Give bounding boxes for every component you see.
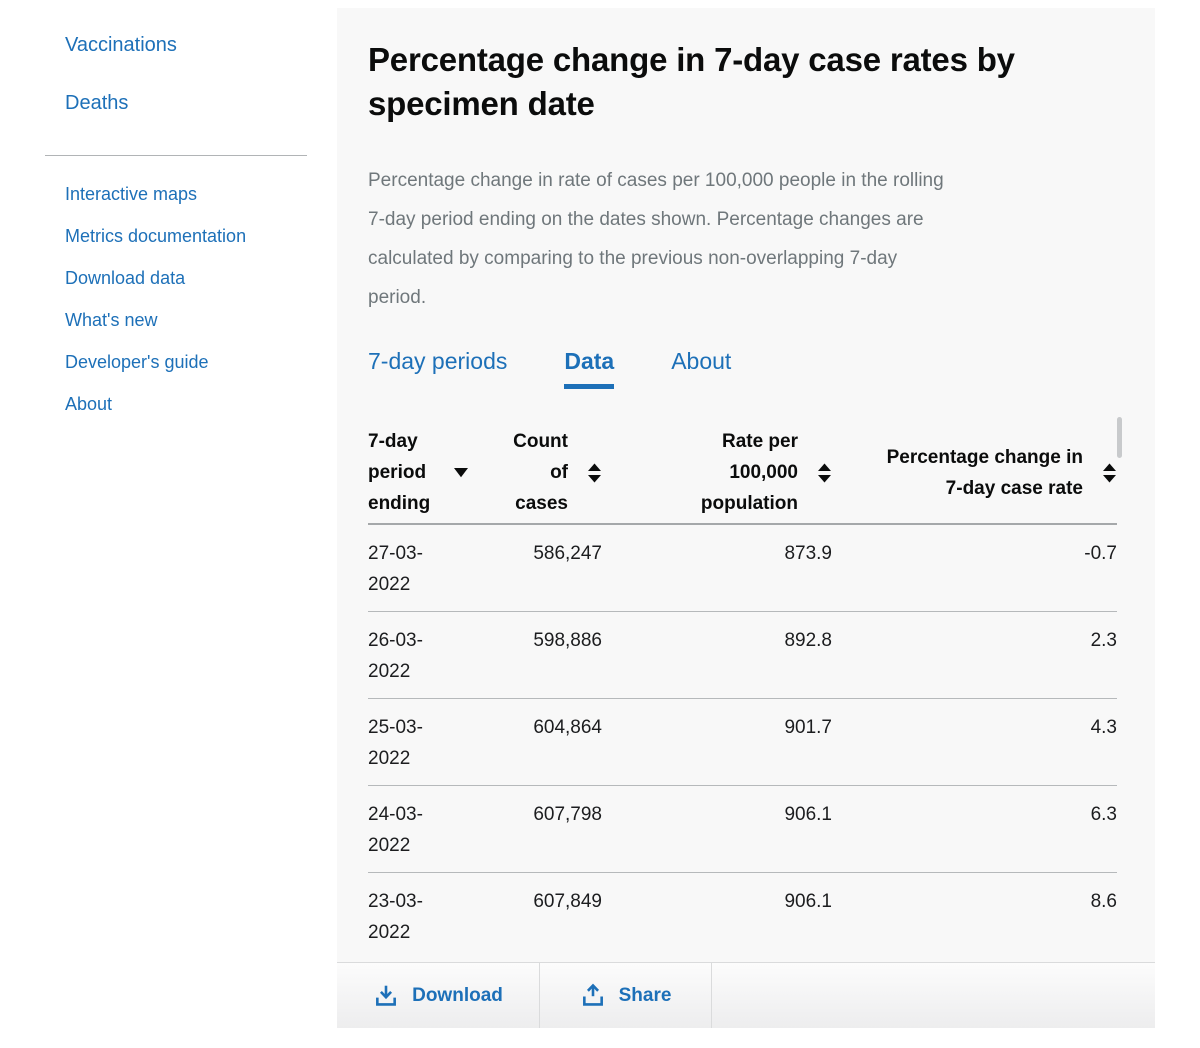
- cell-cases: 598,886: [473, 611, 602, 699]
- column-header-period[interactable]: 7-day period ending: [368, 412, 473, 525]
- cell-rate: 906.1: [602, 785, 832, 873]
- data-table: 7-day period ending Count of cases Rate pe…: [368, 412, 1117, 938]
- action-bar-spacer: [712, 963, 1155, 1028]
- sort-toggle-icon: [587, 463, 602, 483]
- column-header-label: Rate per 100,000 population: [700, 431, 798, 514]
- column-header-label: Percentage change in 7-day case rate: [886, 446, 1083, 499]
- download-button[interactable]: Download: [337, 963, 540, 1028]
- tab-7-day-periods[interactable]: 7-day periods: [368, 348, 508, 374]
- sidebar-divider: [45, 155, 307, 156]
- cell-change: 6.3: [832, 785, 1117, 873]
- cell-period: 23-03-2022: [368, 872, 473, 938]
- share-button[interactable]: Share: [540, 963, 712, 1028]
- case-rates-card: Percentage change in 7-day case rates by…: [337, 8, 1155, 1028]
- share-icon: [580, 983, 606, 1009]
- sidebar-item-developers-guide[interactable]: Developer's guide: [65, 352, 209, 372]
- tab-about[interactable]: About: [671, 348, 732, 374]
- column-header-cases[interactable]: Count of cases: [473, 412, 602, 525]
- cell-change: 8.6: [832, 872, 1117, 938]
- card-description: Percentage change in rate of cases per 1…: [368, 170, 944, 308]
- sidebar-item-metrics-documentation[interactable]: Metrics documentation: [65, 226, 247, 246]
- table-header-row: 7-day period ending Count of cases Rate pe…: [368, 412, 1117, 525]
- cell-period: 25-03-2022: [368, 698, 473, 786]
- share-button-label: Share: [618, 984, 672, 1006]
- sort-toggle-icon: [1102, 463, 1117, 483]
- sidebar-item-download-data[interactable]: Download data: [65, 268, 186, 288]
- table-scrollbar-thumb[interactable]: [1117, 417, 1122, 458]
- download-icon: [373, 983, 399, 1009]
- sidebar-item-about[interactable]: About: [65, 394, 113, 414]
- card-tabs: 7-day periods Data About: [368, 348, 731, 389]
- column-header-rate[interactable]: Rate per 100,000 population: [602, 412, 832, 525]
- cell-period: 24-03-2022: [368, 785, 473, 873]
- data-table-scroll-area[interactable]: 7-day period ending Count of cases Rate pe…: [368, 412, 1122, 938]
- table-row: 26-03-2022 598,886 892.8 2.3: [368, 611, 1117, 699]
- sidebar-item-interactive-maps[interactable]: Interactive maps: [65, 184, 198, 204]
- table-row: 23-03-2022 607,849 906.1 8.6: [368, 872, 1117, 938]
- download-button-label: Download: [412, 984, 503, 1006]
- table-row: 24-03-2022 607,798 906.1 6.3: [368, 785, 1117, 873]
- cell-cases: 586,247: [473, 524, 602, 612]
- sort-descending-icon: [453, 467, 469, 478]
- cell-cases: 607,849: [473, 872, 602, 938]
- table-body: 27-03-2022 586,247 873.9 -0.7 26-03-2022 598,…: [368, 524, 1117, 938]
- cell-change: 4.3: [832, 698, 1117, 786]
- cell-change: -0.7: [832, 524, 1117, 612]
- sort-toggle-icon: [817, 463, 832, 483]
- card-action-bar: Download Share: [337, 962, 1155, 1028]
- column-header-label: 7-day period ending: [368, 431, 431, 514]
- column-header-change[interactable]: Percentage change in 7-day case rate: [832, 412, 1117, 525]
- sidebar-item-whats-new[interactable]: What's new: [65, 310, 158, 330]
- cell-cases: 604,864: [473, 698, 602, 786]
- page-title: Percentage change in 7-day case rates by…: [368, 41, 1015, 122]
- cell-rate: 906.1: [602, 872, 832, 938]
- cell-cases: 607,798: [473, 785, 602, 873]
- table-row: 27-03-2022 586,247 873.9 -0.7: [368, 524, 1117, 612]
- cell-change: 2.3: [832, 611, 1117, 699]
- sidebar-item-vaccinations[interactable]: Vaccinations: [65, 34, 177, 56]
- tab-data[interactable]: Data: [564, 348, 615, 389]
- table-row: 25-03-2022 604,864 901.7 4.3: [368, 698, 1117, 786]
- sidebar-item-deaths[interactable]: Deaths: [65, 92, 129, 114]
- column-header-label: Count of cases: [513, 431, 568, 514]
- sidebar-nav: Vaccinations Deaths Interactive maps Met…: [45, 33, 320, 415]
- cell-rate: 873.9: [602, 524, 832, 612]
- cell-period: 27-03-2022: [368, 524, 473, 612]
- cell-period: 26-03-2022: [368, 611, 473, 699]
- cell-rate: 901.7: [602, 698, 832, 786]
- cell-rate: 892.8: [602, 611, 832, 699]
